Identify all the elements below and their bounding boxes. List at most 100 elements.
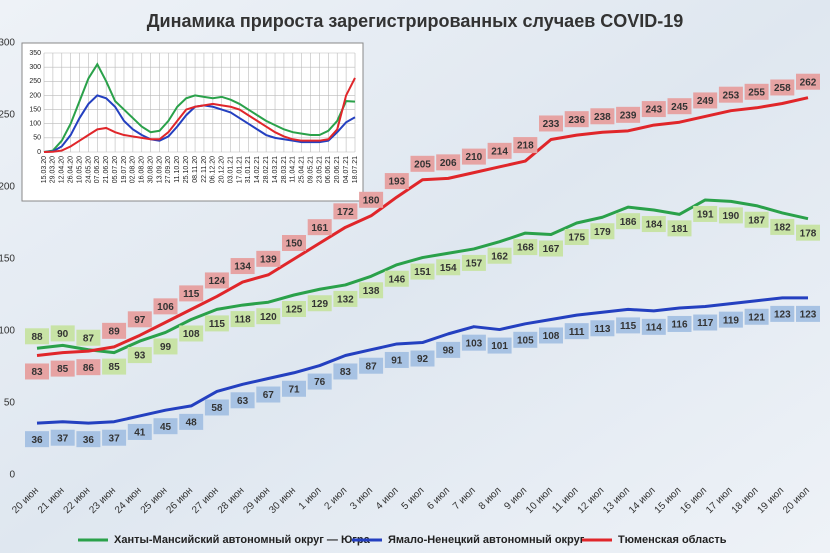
value-label: 116 [671, 320, 688, 331]
value-label-bg [384, 270, 409, 287]
y-tick-label: 250 [29, 78, 41, 85]
value-label-bg [333, 290, 358, 307]
value-label: 83 [340, 367, 352, 378]
value-label: 138 [363, 286, 380, 297]
value-label: 187 [748, 215, 765, 226]
value-label: 129 [311, 299, 328, 310]
x-tick-label: 20.12.20 [219, 156, 226, 183]
value-label: 92 [417, 354, 429, 365]
value-label: 115 [620, 321, 637, 332]
value-label: 214 [491, 146, 508, 157]
x-tick-label: 07.06.20 [94, 156, 101, 183]
y-tick-label: 300 [0, 38, 15, 49]
value-label-bg [230, 311, 255, 328]
value-label: 98 [443, 346, 455, 357]
x-tick-label: 14.02.21 [254, 156, 261, 183]
value-label-bg [50, 325, 75, 342]
value-label: 85 [109, 362, 121, 373]
value-label: 124 [209, 276, 226, 287]
value-label-bg [667, 98, 692, 115]
value-label-bg [204, 399, 229, 416]
x-tick-label: 03.01.21 [227, 156, 234, 183]
value-label-bg [102, 322, 127, 339]
value-label-bg [796, 305, 820, 322]
value-label: 191 [697, 210, 714, 221]
x-tick-label: 06.12.20 [210, 156, 217, 183]
value-label: 118 [235, 315, 252, 326]
value-label-bg [564, 111, 589, 128]
value-label-bg [539, 327, 563, 344]
value-label: 168 [517, 243, 534, 254]
value-label-bg [384, 351, 409, 368]
x-tick-label: 08.11.20 [192, 156, 199, 183]
x-tick-label: 11.04.21 [290, 156, 297, 183]
value-label-bg [513, 331, 538, 348]
value-label-bg [153, 338, 178, 355]
y-tick-label: 0 [37, 149, 41, 156]
value-label: 115 [209, 319, 226, 330]
value-label-bg [307, 219, 332, 236]
value-label: 157 [466, 259, 483, 270]
value-label: 67 [263, 390, 275, 401]
value-label-bg [487, 142, 512, 159]
value-label-bg [564, 229, 589, 245]
value-label: 181 [671, 224, 688, 235]
value-label-bg [461, 254, 486, 271]
value-label-bg [513, 137, 538, 154]
value-label-bg [770, 305, 795, 322]
y-tick-label: 150 [0, 254, 15, 265]
value-label: 178 [800, 228, 817, 239]
value-label: 175 [568, 233, 585, 244]
value-label-bg [307, 295, 332, 312]
value-label-bg [179, 325, 204, 342]
series-line [43, 77, 356, 153]
x-tick-label: 18.07.21 [352, 156, 359, 183]
x-tick-label: 16.08.20 [139, 156, 146, 183]
value-label: 121 [748, 312, 765, 323]
value-label: 190 [723, 211, 740, 222]
x-tick-label: 06.06.21 [325, 156, 332, 183]
value-label: 245 [671, 102, 688, 113]
value-label: 97 [134, 315, 146, 326]
y-tick-label: 100 [29, 121, 41, 128]
value-label-bg [256, 250, 281, 267]
value-label: 161 [311, 223, 328, 234]
value-label-bg [359, 357, 384, 374]
value-label: 186 [620, 217, 637, 228]
value-label-bg [796, 224, 820, 241]
value-label-bg [513, 239, 538, 256]
x-tick-label: 25.10.20 [183, 156, 190, 183]
value-label-bg [76, 329, 101, 346]
value-label-bg [307, 373, 332, 390]
value-label-bg [50, 360, 75, 377]
x-tick-label: 10.05.20 [76, 156, 83, 183]
value-label-bg [770, 218, 795, 235]
x-tick-label: 12.04.20 [59, 156, 66, 183]
value-label-bg [333, 363, 358, 380]
value-label-bg [410, 155, 435, 172]
value-label-bg [770, 79, 795, 96]
value-label-bg [359, 191, 384, 208]
y-tick-label: 150 [29, 106, 41, 113]
value-label: 113 [594, 324, 611, 335]
x-tick-label: 26.04.20 [68, 156, 75, 183]
value-label-bg [25, 363, 49, 380]
value-label-bg [616, 106, 641, 123]
x-tick-label: 15.03.20 [41, 156, 48, 183]
x-tick-label: 24.05.20 [85, 156, 92, 183]
value-label: 45 [160, 422, 172, 433]
y-tick-label: 100 [0, 326, 15, 337]
x-tick-label: 28.02.21 [263, 156, 270, 183]
chart-title: Динамика прироста зарегистрированных слу… [147, 11, 684, 31]
value-label: 87 [83, 333, 95, 344]
value-label-bg [744, 308, 769, 325]
value-label-bg [436, 341, 461, 358]
value-label: 41 [134, 428, 146, 439]
value-label: 108 [183, 329, 200, 340]
value-label-bg [282, 235, 306, 251]
value-label-bg [718, 207, 743, 224]
value-label-bg [102, 429, 127, 446]
value-label: 238 [594, 112, 611, 123]
value-label-bg [461, 334, 486, 351]
x-tick-label: 05.07.20 [112, 156, 119, 183]
